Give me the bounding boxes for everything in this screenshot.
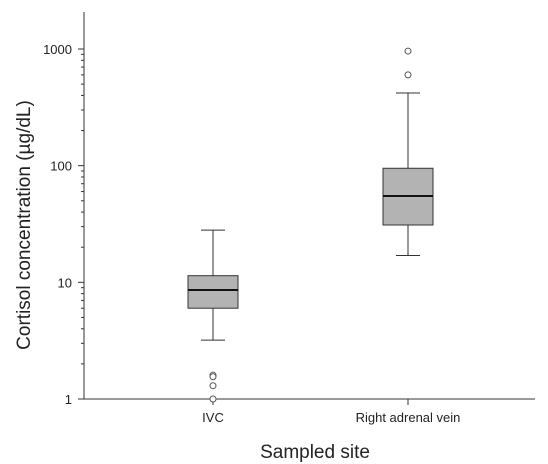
outlier-point [404,47,412,55]
box-series [187,47,434,403]
y-tick-label: 10 [58,275,72,290]
x-axis-title: Sampled site [260,442,370,463]
outlier-point [209,382,217,390]
box [187,275,239,309]
x-tick-label: Right adrenal vein [356,410,461,425]
y-tick-label: 1000 [43,42,72,57]
outlier-point [404,71,412,79]
y-tick-label: 1 [65,392,72,407]
axes: 1 10 100 1000 IVC Right adrenal vein [43,12,535,425]
x-tick-label: IVC [202,410,224,425]
y-tick-label: 100 [50,159,72,174]
outlier-point [209,395,217,403]
y-axis-title: Cortisol concentration (µg/dL) [14,100,35,350]
outlier-point [209,373,217,381]
